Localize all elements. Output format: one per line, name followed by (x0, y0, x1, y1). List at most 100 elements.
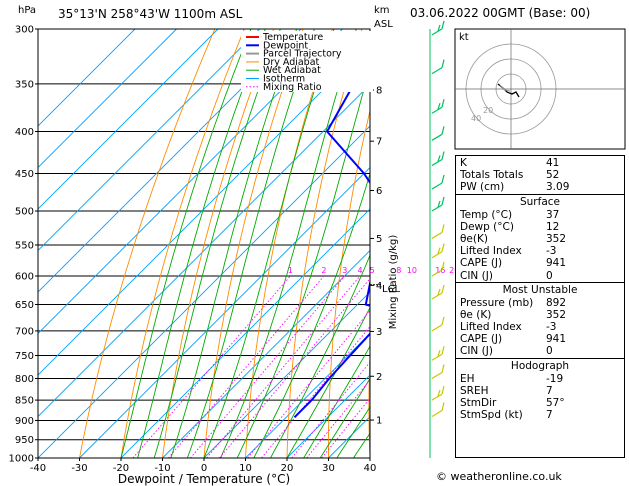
dry-adiabat-line (408, 29, 450, 458)
pressure-tick-label: 400 (15, 127, 34, 138)
hodograph-section: Hodograph EH -19 SREH 7 StmDir 57° StmSpd (… (456, 357, 624, 422)
dewpoint-series (293, 52, 370, 419)
wind-barb (431, 151, 445, 166)
mu-cape-label: CAPE (J) (460, 333, 503, 346)
surface-section: Surface Temp (°C) 37 Dewp (°C) 12 θe(K) 352… (456, 193, 624, 282)
legend-label: Dewpoint (263, 40, 308, 51)
tt-label: Totals Totals (460, 169, 524, 182)
km-tick-label: 7 (376, 137, 382, 148)
sreh-label: SREH (460, 384, 489, 397)
wind-barb (431, 402, 445, 417)
wind-barb (431, 224, 445, 239)
mu-pressure-value: 892 (546, 296, 567, 309)
background-lines (38, 29, 450, 458)
hodograph-ring-label: 20 (483, 106, 493, 115)
pressure-tick-label: 600 (15, 271, 34, 282)
axes: 1234581016202530035040045050055060065070… (9, 25, 474, 475)
temp-tick-label: 10 (239, 463, 252, 474)
hodograph-unit-label: kt (459, 32, 469, 43)
wind-barb (431, 99, 445, 114)
dry-adiabat-line (368, 344, 370, 458)
datetime-title: 03.06.2022 00GMT (Base: 00) (410, 6, 591, 20)
pressure-tick-label: 1000 (9, 454, 34, 465)
mixing-ratio-line (206, 275, 361, 458)
pressure-tick-label: 950 (15, 435, 34, 446)
tt-value: 52 (546, 169, 560, 182)
mixing-ratio-line (247, 309, 370, 458)
temp-tick-label: 0 (201, 463, 207, 474)
left-unit-label: hPa (18, 5, 36, 16)
wet-adiabat-line (336, 406, 370, 458)
isotherm-line (79, 166, 370, 458)
wet-adiabat-line (236, 66, 370, 458)
pressure-tick-label: 650 (15, 300, 34, 311)
pw-value: 3.09 (546, 181, 570, 194)
dry-adiabat-line (162, 29, 275, 458)
wet-adiabat-line (303, 345, 370, 458)
mixing-ratio-label: 3 (342, 266, 347, 275)
mixing-ratio-line (190, 275, 346, 458)
isotherm-line (38, 83, 370, 418)
mixing-ratio-label: 5 (370, 266, 375, 275)
asl-unit-label: ASL (374, 19, 393, 30)
wind-barb (431, 174, 445, 190)
k-value: 41 (546, 157, 560, 169)
isotherm-line (38, 29, 136, 127)
km-tick-label: 6 (376, 186, 382, 197)
temp-tick-label: 40 (364, 463, 377, 474)
wet-adiabat-line (203, 29, 335, 458)
hodograph-ring-label: 40 (471, 114, 481, 123)
wet-adiabat-line (270, 254, 370, 458)
k-label: K (460, 157, 467, 169)
mixing-ratio-line (321, 397, 370, 458)
isotherm-line (38, 29, 260, 252)
dry-adiabat-line (203, 29, 304, 458)
sreh-value: 7 (546, 384, 553, 397)
wind-barb (431, 20, 445, 36)
pressure-tick-label: 700 (15, 326, 34, 337)
mu-li-value: -3 (546, 321, 557, 334)
km-tick-label: 8 (376, 85, 382, 96)
temp-tick-label: -20 (113, 463, 129, 474)
stmspd-value: 7 (546, 409, 553, 422)
wet-adiabat-line (253, 172, 370, 458)
wet-adiabat-line (286, 306, 370, 458)
mixing-ratio-label: 2 (321, 266, 326, 275)
surface-cin-label: CIN (J) (460, 269, 493, 282)
mu-cin-label: CIN (J) (460, 345, 493, 358)
mixing-ratio-line (261, 325, 370, 458)
wet-adiabat-line (153, 29, 281, 458)
wind-barb (431, 196, 445, 212)
indices-panel: K 41 Totals Totals 52 PW (cm) 3.09 Surface … (455, 155, 625, 458)
wind-barb (431, 284, 445, 300)
pressure-tick-label: 450 (15, 169, 34, 180)
surface-cin-value: 0 (546, 269, 553, 282)
eh-value: -19 (546, 372, 564, 385)
wind-barb (431, 385, 445, 401)
wind-barb (431, 346, 445, 361)
mixing-ratio-axis-title: Mixing Ratio (g/kg) (388, 235, 399, 330)
surface-dewp-value: 12 (546, 220, 560, 233)
isotherm-line (203, 291, 370, 458)
mixing-ratio-line (168, 275, 325, 458)
legend-label: Wet Adiabat (263, 65, 321, 76)
isotherm-line (38, 29, 219, 210)
mixing-ratio-label: 1 (288, 266, 293, 275)
wet-adiabat-line (319, 377, 370, 458)
lcl-label: LCL (382, 284, 401, 295)
km-unit-label: km (374, 5, 390, 16)
legend-label: Isotherm (263, 74, 305, 85)
stmspd-label: StmSpd (kt) (460, 409, 523, 422)
stmdir-value: 57° (546, 397, 565, 409)
pressure-tick-label: 300 (15, 25, 34, 36)
footer-credit: © weatheronline.co.uk (436, 470, 562, 483)
mu-cape-value: 941 (546, 333, 567, 346)
legend-label: Dry Adiabat (263, 57, 320, 68)
wind-barb (431, 364, 445, 380)
wet-adiabat-line (220, 29, 357, 458)
surface-theta-value: 352 (546, 232, 567, 245)
stmdir-label: StmDir (460, 397, 497, 409)
